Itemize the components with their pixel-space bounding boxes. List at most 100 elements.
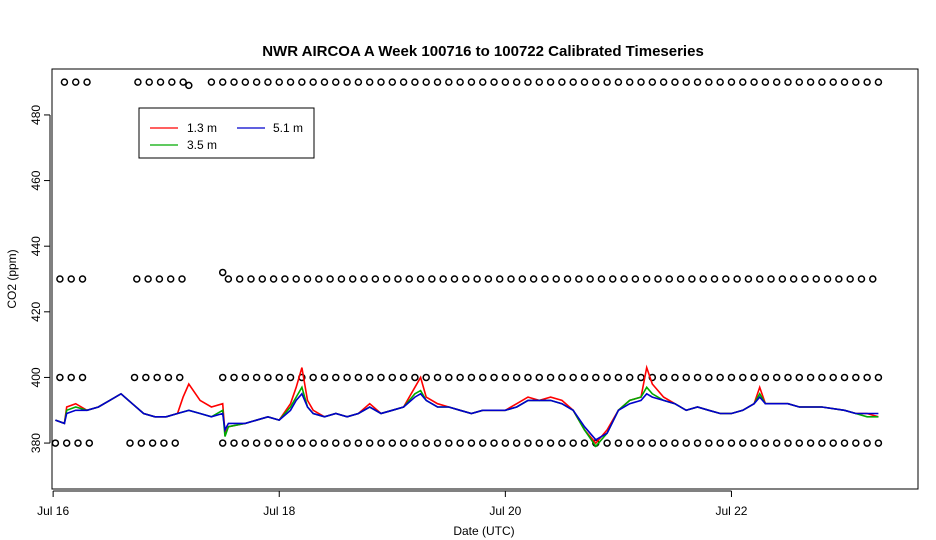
marker-point [524,78,532,86]
marker-point [467,78,476,86]
marker-point [218,439,227,447]
marker-point [586,275,594,283]
marker-point [450,275,459,283]
marker-point [309,78,317,86]
marker-point [78,373,87,382]
marker-point [575,275,583,283]
marker-point [241,78,250,86]
marker-point [739,439,747,447]
marker-point [710,275,719,283]
marker-point [326,275,334,283]
marker-point [642,275,651,283]
marker-point [784,373,792,382]
marker-point [264,78,272,86]
marker-point [852,373,860,382]
marker-point [74,439,82,447]
marker-point [772,373,781,382]
marker-point [148,439,157,447]
marker-point [852,439,860,447]
marker-point [727,439,736,447]
marker-point [597,275,606,283]
y-tick-label: 380 [29,433,43,453]
marker-point [478,439,487,447]
marker-point [258,275,267,283]
marker-point [772,78,781,86]
legend-label-1: 1.3 m [187,121,217,135]
marker-point [806,439,815,447]
marker-point [648,78,657,86]
marker-point [784,439,792,447]
marker-point [524,439,532,447]
marker-point [518,275,527,283]
marker-point [812,275,821,283]
series-line-3 [55,392,879,441]
marker-point [558,78,566,86]
marker-point [569,373,577,382]
marker-point [235,275,244,283]
marker-point [264,373,272,382]
marker-point [155,275,164,283]
marker-point [286,373,295,382]
marker-point [727,78,736,86]
marker-point [682,439,690,447]
marker-point [801,275,809,283]
marker-point [67,373,75,382]
marker-point [133,275,141,283]
marker-point [558,439,566,447]
marker-point [281,275,289,283]
marker-point [874,439,883,447]
marker-point [315,275,323,283]
marker-point [166,275,175,283]
marker-point [286,439,295,447]
marker-point [365,439,374,447]
marker-point [631,275,640,283]
marker-point [795,439,804,447]
marker-point [78,275,87,283]
marker-point [230,373,238,382]
marker-point [411,439,419,447]
marker-point [869,275,877,283]
marker-point [609,275,617,283]
marker-point [874,373,883,382]
marker-point [298,78,306,86]
marker-point [665,275,674,283]
marker-point [60,78,69,86]
marker-point [671,439,679,447]
marker-point [580,78,589,86]
marker-point [512,439,521,447]
marker-point [241,439,250,447]
marker-point [303,275,312,283]
marker-point [388,439,397,447]
axes: Jul 16 Jul 18 Jul 20 Jul 22 380 400 420 440 460 4… [29,105,748,518]
marker-point [422,78,430,86]
marker-point [546,439,555,447]
marker-point [806,373,815,382]
marker-point [218,78,227,86]
marker-point [592,78,600,86]
marker-point [168,78,176,86]
marker-point [569,78,577,86]
marker-point [145,78,153,86]
marker-point [637,78,645,86]
marker-point [137,439,146,447]
marker-point [377,373,385,382]
marker-point [83,78,91,86]
marker-point [699,275,707,283]
marker-point [160,439,168,447]
marker-point [625,373,634,382]
marker-point [230,439,238,447]
marker-point [535,78,544,86]
marker-point [484,275,493,283]
marker-point [761,78,770,86]
legend-label-3: 5.1 m [273,121,303,135]
marker-point [795,373,804,382]
marker-point [332,439,340,447]
marker-point [354,78,363,86]
y-tick-label: 460 [29,170,43,190]
marker-point [275,78,283,86]
marker-point [846,275,854,283]
marker-point [778,275,787,283]
marker-point [153,373,161,382]
marker-point [750,78,758,86]
